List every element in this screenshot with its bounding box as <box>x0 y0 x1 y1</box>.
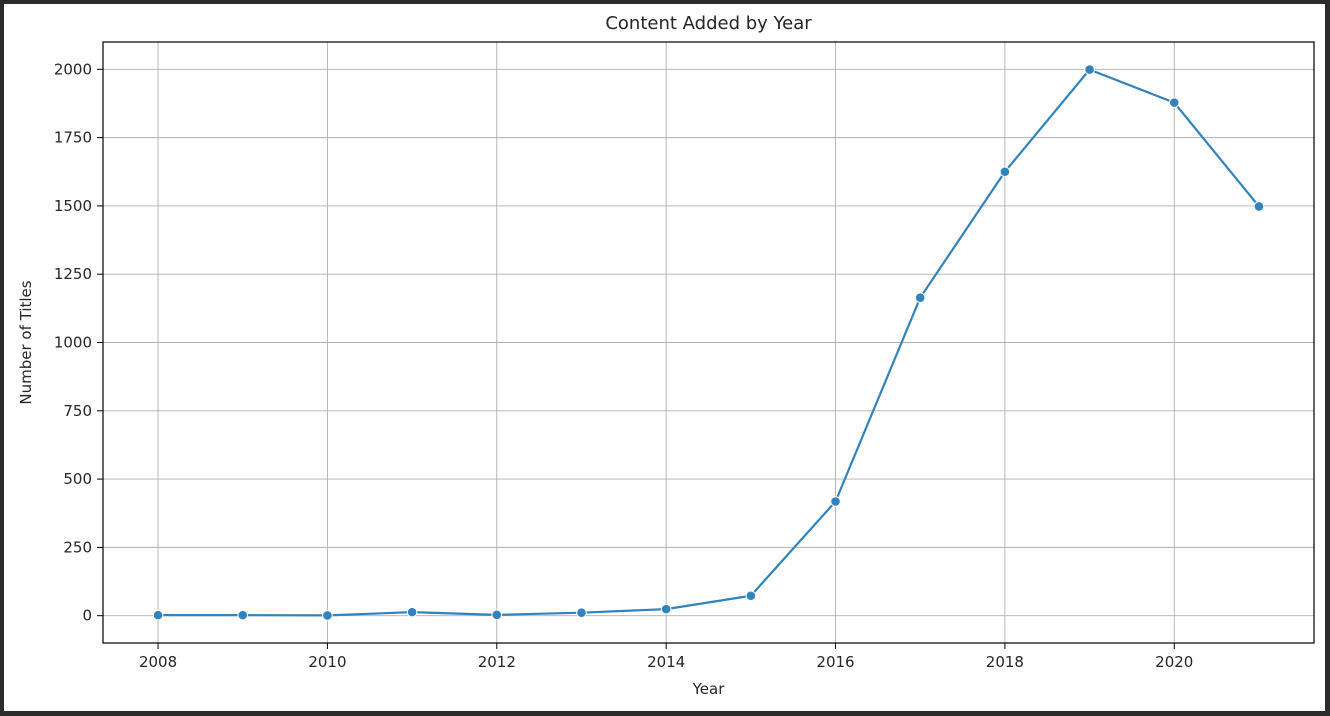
data-point <box>830 496 841 507</box>
data-point <box>237 609 249 621</box>
data-point <box>999 166 1011 178</box>
data-point <box>1253 201 1265 212</box>
x-tick-label: 2018 <box>986 653 1024 671</box>
data-point <box>1084 64 1095 75</box>
data-point <box>152 609 164 621</box>
x-tick-label: 2014 <box>647 653 685 671</box>
x-axis-title: Year <box>692 680 726 698</box>
x-tick-label: 2010 <box>308 653 346 671</box>
y-tick-label: 1000 <box>54 334 92 352</box>
x-tick-label: 2020 <box>1155 653 1193 671</box>
chart-title: Content Added by Year <box>605 13 812 34</box>
y-tick-label: 250 <box>63 538 92 556</box>
figure-canvas: 2008 2010 2012 2014 2016 2018 2020 0 250 500 750 10… <box>4 4 1325 711</box>
line-chart: 2008 2010 2012 2014 2016 2018 2020 0 250 500 750 10… <box>17 13 1315 698</box>
series-line <box>158 68 1260 617</box>
y-tick-label: 1250 <box>54 265 92 283</box>
data-point <box>1168 97 1180 108</box>
data-points-layer <box>152 64 1265 621</box>
y-tick-label: 0 <box>82 607 92 625</box>
axis-ticks: 2008 2010 2012 2014 2016 2018 2020 0 250 500 750 10… <box>54 60 1194 671</box>
x-tick-label: 2008 <box>139 653 177 671</box>
data-point <box>660 603 672 615</box>
x-tick-label: 2016 <box>816 653 854 671</box>
y-tick-label: 2000 <box>54 60 92 78</box>
data-point <box>576 607 587 618</box>
y-tick-label: 1500 <box>54 197 92 215</box>
y-axis-title: Number of Titles <box>17 280 35 404</box>
data-point <box>406 606 418 618</box>
data-point <box>322 610 333 621</box>
series-line-layer <box>158 68 1260 617</box>
y-tick-label: 1750 <box>54 129 92 147</box>
y-tick-label: 500 <box>63 470 92 488</box>
data-point <box>745 590 757 602</box>
data-point <box>914 292 926 303</box>
y-tick-label: 750 <box>63 402 92 420</box>
grid-lines <box>103 42 1314 643</box>
data-point <box>491 609 503 621</box>
x-tick-label: 2012 <box>478 653 516 671</box>
